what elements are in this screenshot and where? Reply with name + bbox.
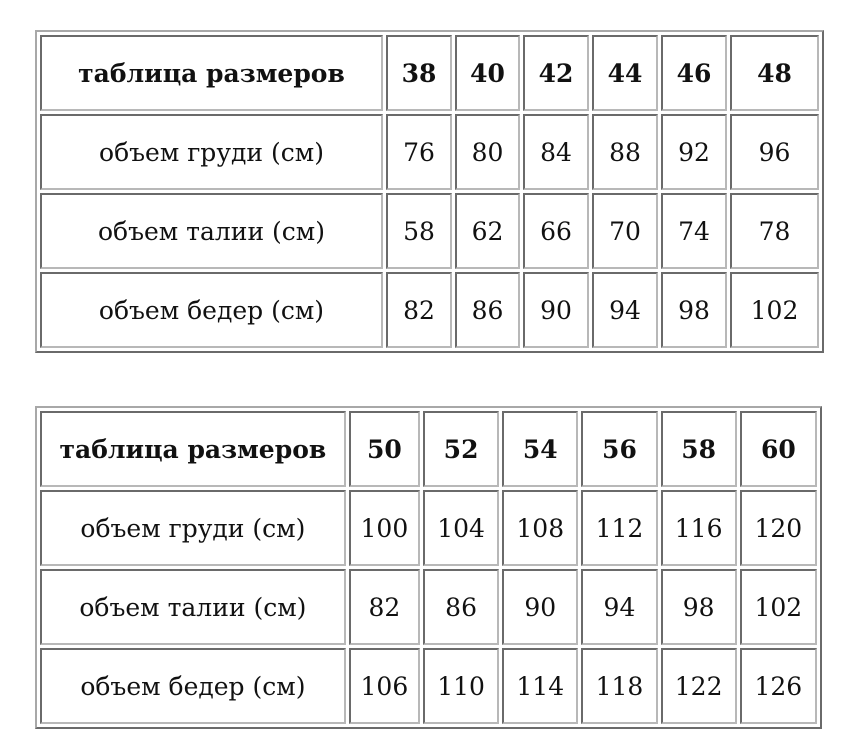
- value-cell: 78: [730, 193, 819, 269]
- value-cell: 74: [661, 193, 727, 269]
- value-cell: 90: [502, 569, 579, 645]
- value-cell: 66: [523, 193, 589, 269]
- table-header-row: таблица размеров 50 52 54 56 58 60: [40, 411, 817, 487]
- value-cell: 92: [661, 114, 727, 190]
- value-cell: 102: [739, 569, 817, 645]
- value-cell: 82: [348, 569, 420, 645]
- row-label-cell: объем талии (см): [40, 193, 383, 269]
- value-cell: 112: [581, 490, 658, 566]
- value-cell: 50: [348, 411, 420, 487]
- row-label-cell: объем груди (см): [40, 490, 346, 566]
- value-cell: 60: [739, 411, 817, 487]
- size-table-2: таблица размеров 50 52 54 56 58 60 объем груди …: [35, 406, 822, 729]
- value-cell: 116: [660, 490, 737, 566]
- value-cell: 96: [730, 114, 819, 190]
- value-cell: 100: [348, 490, 420, 566]
- value-cell: 126: [739, 648, 817, 724]
- table-header-row: таблица размеров 38 40 42 44 46 48: [40, 35, 819, 111]
- value-cell: 122: [660, 648, 737, 724]
- value-cell: 76: [386, 114, 452, 190]
- row-label-cell: объем талии (см): [40, 569, 346, 645]
- value-cell: 56: [581, 411, 658, 487]
- table-row: объем бедер (см) 106 110 114 118 122 126: [40, 648, 817, 724]
- table-row: объем груди (см) 76 80 84 88 92 96: [40, 114, 819, 190]
- value-cell: 62: [455, 193, 520, 269]
- value-cell: 40: [455, 35, 520, 111]
- value-cell: 58: [660, 411, 737, 487]
- value-cell: 48: [730, 35, 819, 111]
- table-row: объем бедер (см) 82 86 90 94 98 102: [40, 272, 819, 348]
- value-cell: 102: [730, 272, 819, 348]
- row-label-cell: объем бедер (см): [40, 648, 346, 724]
- value-cell: 54: [502, 411, 579, 487]
- row-label-cell: таблица размеров: [40, 35, 383, 111]
- row-label-cell: объем груди (см): [40, 114, 383, 190]
- value-cell: 58: [386, 193, 452, 269]
- value-cell: 118: [581, 648, 658, 724]
- value-cell: 90: [523, 272, 589, 348]
- value-cell: 98: [660, 569, 737, 645]
- value-cell: 52: [422, 411, 500, 487]
- value-cell: 94: [581, 569, 658, 645]
- value-cell: 88: [592, 114, 658, 190]
- value-cell: 120: [739, 490, 817, 566]
- value-cell: 106: [348, 648, 420, 724]
- value-cell: 46: [661, 35, 727, 111]
- value-cell: 94: [592, 272, 658, 348]
- value-cell: 44: [592, 35, 658, 111]
- value-cell: 98: [661, 272, 727, 348]
- value-cell: 70: [592, 193, 658, 269]
- value-cell: 38: [386, 35, 452, 111]
- value-cell: 84: [523, 114, 589, 190]
- value-cell: 108: [502, 490, 579, 566]
- value-cell: 82: [386, 272, 452, 348]
- value-cell: 110: [422, 648, 500, 724]
- value-cell: 80: [455, 114, 520, 190]
- value-cell: 114: [502, 648, 579, 724]
- row-label-cell: таблица размеров: [40, 411, 346, 487]
- table-row: объем груди (см) 100 104 108 112 116 120: [40, 490, 817, 566]
- table-row: объем талии (см) 82 86 90 94 98 102: [40, 569, 817, 645]
- table-row: объем талии (см) 58 62 66 70 74 78: [40, 193, 819, 269]
- size-table-1: таблица размеров 38 40 42 44 46 48 объем груди …: [35, 30, 824, 353]
- value-cell: 104: [422, 490, 500, 566]
- row-label-cell: объем бедер (см): [40, 272, 383, 348]
- value-cell: 86: [422, 569, 500, 645]
- value-cell: 42: [523, 35, 589, 111]
- value-cell: 86: [455, 272, 520, 348]
